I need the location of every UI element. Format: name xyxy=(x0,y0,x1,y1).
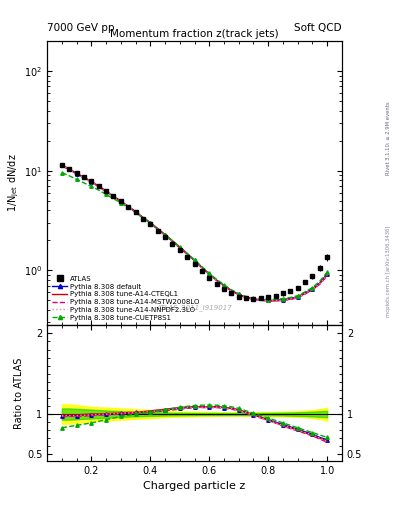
Text: Soft QCD: Soft QCD xyxy=(294,23,342,33)
Title: Momentum fraction z(track jets): Momentum fraction z(track jets) xyxy=(110,29,279,39)
Y-axis label: 1/N$_\mathrm{jet}$ dN/dz: 1/N$_\mathrm{jet}$ dN/dz xyxy=(7,154,21,212)
Text: mcplots.cern.ch [arXiv:1306.3436]: mcplots.cern.ch [arXiv:1306.3436] xyxy=(386,226,391,317)
Text: 7000 GeV pp: 7000 GeV pp xyxy=(47,23,115,33)
Y-axis label: Ratio to ATLAS: Ratio to ATLAS xyxy=(14,357,24,429)
Legend: ATLAS, Pythia 8.308 default, Pythia 8.308 tune-A14-CTEQL1, Pythia 8.308 tune-A14: ATLAS, Pythia 8.308 default, Pythia 8.30… xyxy=(51,274,201,322)
X-axis label: Charged particle z: Charged particle z xyxy=(143,481,246,491)
Text: ATLAS_2011_I919017: ATLAS_2011_I919017 xyxy=(157,305,232,311)
Text: Rivet 3.1.10; ≥ 2.9M events: Rivet 3.1.10; ≥ 2.9M events xyxy=(386,101,391,175)
